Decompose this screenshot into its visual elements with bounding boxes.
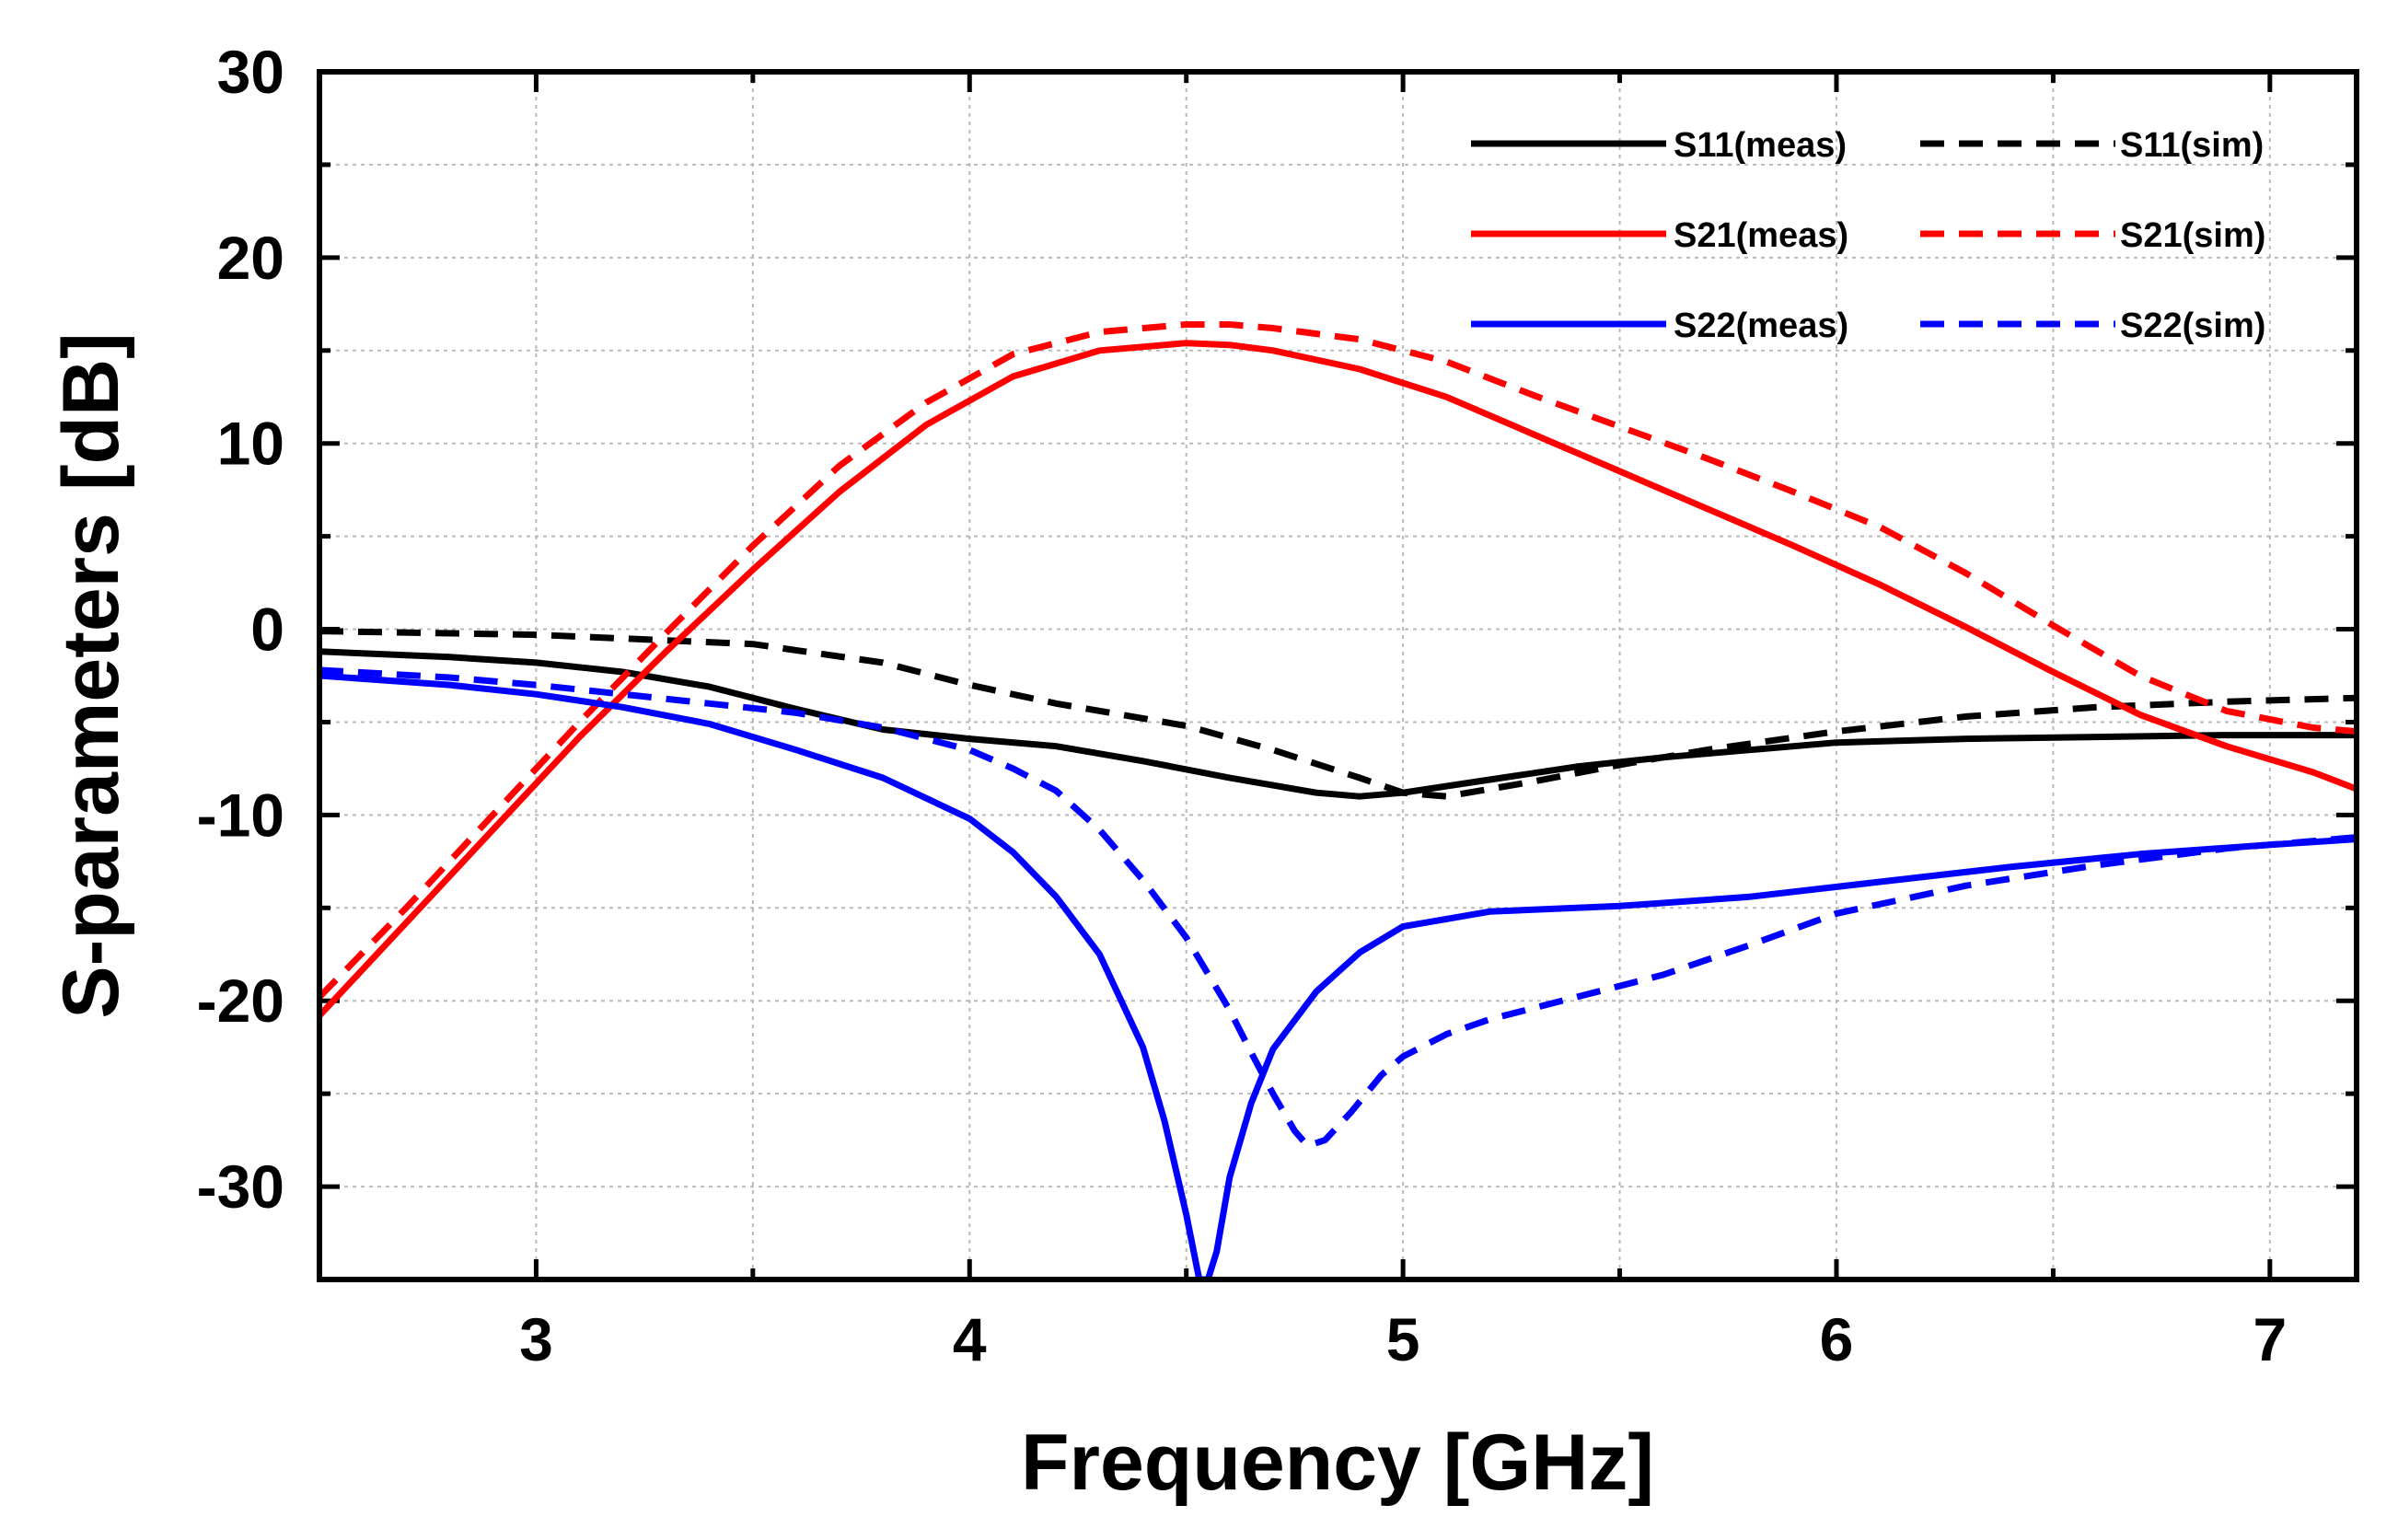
x-tick-label: 4 xyxy=(953,1305,987,1373)
legend-label-s11-sim: S11(sim) xyxy=(2120,126,2264,165)
y-tick-label: -10 xyxy=(197,781,284,849)
y-tick-label: -20 xyxy=(197,967,284,1035)
legend-label-s22-sim: S22(sim) xyxy=(2120,307,2265,345)
series-line-s11-meas xyxy=(319,648,2357,800)
x-tick-label: 5 xyxy=(1386,1305,1420,1373)
tick-labels: 3 4 5 6 7 -30 -20 -10 0 10 20 30 xyxy=(197,38,2288,1373)
x-tick-label: 7 xyxy=(2253,1305,2287,1373)
legend: S11(meas) S11(sim) S21(meas) S21(sim) S22(me… xyxy=(1471,126,2265,345)
x-axis-title: Frequency [GHz] xyxy=(1021,1418,1654,1507)
y-tick-label: -30 xyxy=(197,1152,284,1221)
y-tick-label: 20 xyxy=(217,224,284,292)
legend-label-s21-meas: S21(meas) xyxy=(1674,216,1848,255)
series-line-s21-meas xyxy=(319,340,2357,1018)
legend-label-s11-meas: S11(meas) xyxy=(1674,126,1847,165)
legend-label-s21-sim: S21(sim) xyxy=(2120,216,2265,255)
plot-frame xyxy=(317,69,2359,1282)
series-line-s21-sim xyxy=(319,321,2357,1000)
x-tick-label: 3 xyxy=(519,1305,553,1373)
series-line-s22-sim xyxy=(319,666,2357,1150)
plot-series xyxy=(319,321,2357,1279)
legend-label-s22-meas: S22(meas) xyxy=(1674,307,1848,345)
series-line-s11-sim xyxy=(319,628,2357,800)
y-tick-label: 30 xyxy=(217,38,284,106)
y-tick-label: 0 xyxy=(250,596,284,664)
y-axis-title: S-parameters [dB] xyxy=(47,332,135,1019)
x-tick-label: 6 xyxy=(1820,1305,1854,1373)
series-line-s22-meas xyxy=(319,672,2357,1279)
y-tick-label: 10 xyxy=(217,410,284,478)
